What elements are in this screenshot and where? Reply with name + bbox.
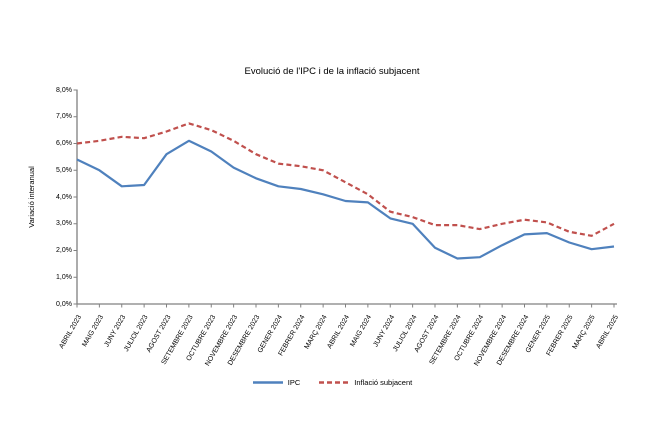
legend: IPC Inflació subjacent	[0, 378, 664, 387]
y-tick-label: 3,0%	[56, 220, 72, 228]
y-tick-label: 2,0%	[56, 247, 72, 254]
y-tick-label: 8,0%	[56, 86, 72, 94]
legend-label-inflacio-subjacent: Inflació subjacent	[354, 378, 413, 387]
y-tick-label: 1,0%	[56, 273, 72, 281]
legend-line-solid-icon	[252, 381, 283, 384]
y-tick-label: 5,0%	[56, 166, 72, 174]
y-tick-label: 7,0%	[56, 113, 72, 121]
chart-title: Evolució de l'IPC i de la inflació subja…	[244, 66, 420, 77]
legend-line-dashed-icon	[319, 381, 350, 384]
y-tick-label: 0,0%	[56, 300, 72, 308]
legend-item-inflacio-subjacent: Inflació subjacent	[318, 378, 412, 387]
y-tick-label: 6,0%	[56, 140, 72, 147]
y-tick-label: 4,0%	[56, 193, 72, 201]
legend-item-ipc: IPC	[252, 378, 301, 387]
legend-label-ipc: IPC	[287, 378, 301, 387]
